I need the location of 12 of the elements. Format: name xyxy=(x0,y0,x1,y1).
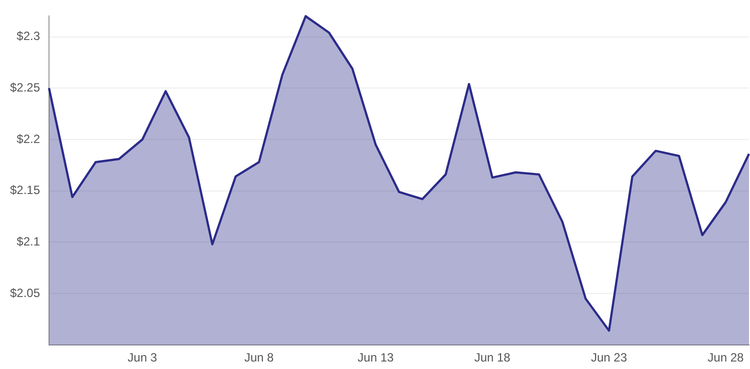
y-tick-label: $2.1 xyxy=(16,234,40,249)
x-tick-label: Jun 23 xyxy=(590,350,628,365)
y-tick-label: $2.3 xyxy=(16,29,40,44)
x-tick-label: Jun 13 xyxy=(358,350,394,365)
x-tick-label: Jun 28 xyxy=(708,350,744,365)
x-tick-label: Jun 3 xyxy=(128,350,158,365)
y-tick-label: $2.2 xyxy=(16,132,40,146)
x-tick-label: Jun 18 xyxy=(474,350,511,365)
y-tick-label: $2.25 xyxy=(10,80,40,94)
y-tick-label: $2.15 xyxy=(10,183,40,198)
x-tick-label: Jun 8 xyxy=(244,350,274,365)
y-tick-label: $2.05 xyxy=(10,286,40,300)
